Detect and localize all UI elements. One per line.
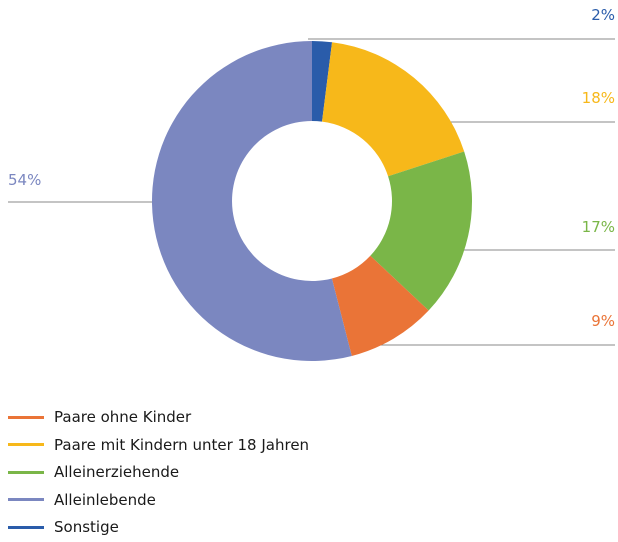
legend-swatch-paare-mit-kindern [8, 443, 44, 446]
donut-slices [151, 40, 472, 362]
legend-label-paare-ohne-kinder: Paare ohne Kinder [54, 408, 192, 426]
leader-lines [8, 38, 615, 346]
legend-swatch-sonstige [8, 525, 44, 529]
legend-label-alleinerziehende: Alleinerziehende [54, 463, 180, 481]
percentage-labels: 2% 18% 17% 9% 54% [8, 6, 615, 330]
value-label-paare-mit-kindern: 18% [582, 89, 615, 107]
slice-alleinerziehende [370, 151, 472, 311]
legend-item-alleinerziehende: Alleinerziehende [8, 459, 309, 485]
legend-label-sonstige: Sonstige [54, 518, 119, 536]
legend-item-paare-ohne-kinder: Paare ohne Kinder [8, 404, 309, 430]
chart-legend: Paare ohne Kinder Paare mit Kindern unter… [8, 404, 309, 542]
value-label-alleinlebende: 54% [8, 171, 41, 189]
legend-swatch-alleinlebende [8, 498, 44, 501]
legend-label-alleinlebende: Alleinlebende [54, 490, 156, 509]
legend-swatch-paare-ohne-kinder [8, 415, 44, 419]
legend-label-paare-mit-kindern: Paare mit Kindern unter 18 Jahren [54, 435, 310, 454]
slice-sonstige [312, 41, 333, 122]
value-label-sonstige: 2% [591, 6, 615, 24]
slice-paare-ohne-kinder [331, 255, 429, 356]
slice-alleinlebende [151, 40, 352, 362]
value-label-alleinerziehende: 17% [582, 218, 615, 236]
legend-item-alleinlebende: Alleinlebende [8, 487, 309, 513]
legend-item-sonstige: Sonstige [8, 514, 309, 540]
legend-swatch-alleinerziehende [8, 470, 44, 474]
slice-paare-mit-kindern [322, 42, 465, 177]
value-label-paare-ohne-kinder: 9% [591, 312, 615, 330]
legend-item-paare-mit-kindern: Paare mit Kindern unter 18 Jahren [8, 432, 309, 458]
